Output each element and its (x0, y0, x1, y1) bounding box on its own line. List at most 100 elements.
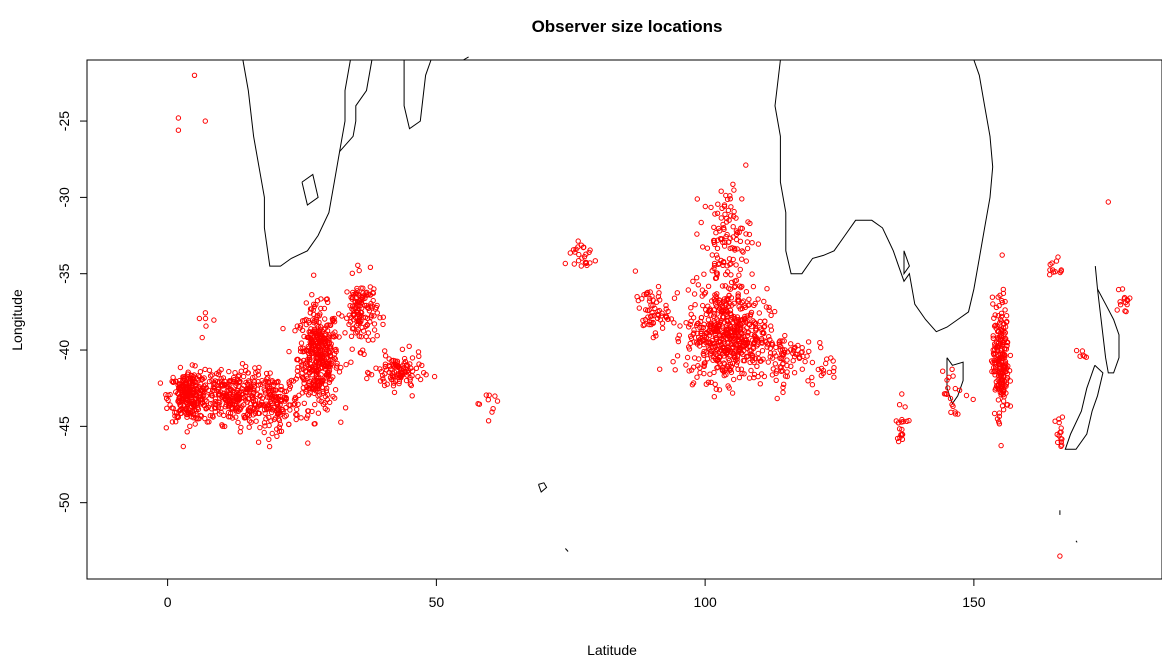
data-point (702, 203, 708, 210)
data-point (723, 271, 729, 278)
data-point (297, 323, 304, 329)
data-point (700, 302, 706, 309)
data-point (818, 365, 825, 372)
data-point (382, 363, 389, 370)
data-point (762, 323, 768, 329)
data-point (346, 321, 352, 328)
data-point (700, 351, 706, 357)
data-point (732, 315, 738, 322)
data-point (674, 353, 681, 359)
data-point (269, 430, 275, 437)
data-point (952, 411, 959, 417)
data-point (222, 383, 228, 389)
data-point (773, 353, 779, 359)
data-point (209, 372, 215, 378)
data-point (318, 324, 324, 330)
data-point (217, 399, 223, 405)
data-point (741, 358, 748, 364)
data-point (297, 325, 303, 331)
data-point (717, 228, 723, 234)
data-point (948, 409, 954, 415)
data-point (167, 391, 173, 398)
data-point (718, 257, 724, 264)
data-point (197, 397, 203, 403)
data-point (720, 221, 726, 228)
data-point (728, 261, 734, 267)
data-point (734, 353, 741, 359)
data-point (399, 346, 406, 352)
data-point (356, 306, 362, 312)
data-point (815, 366, 821, 373)
data-point (188, 394, 195, 400)
data-point (316, 342, 322, 348)
data-point (406, 343, 412, 349)
data-point (694, 196, 700, 202)
data-point (739, 334, 745, 340)
data-point (831, 365, 837, 371)
data-point (784, 349, 791, 355)
data-point (755, 241, 762, 247)
data-point (688, 318, 694, 324)
data-point (262, 423, 268, 429)
data-point (227, 386, 233, 392)
data-point (704, 356, 711, 362)
data-point (771, 350, 777, 356)
data-point (419, 362, 425, 369)
data-point (377, 315, 383, 321)
coastline (1094, 266, 1120, 374)
data-point (713, 351, 719, 357)
data-point (1007, 403, 1014, 409)
data-point (996, 334, 1003, 340)
data-point (328, 344, 334, 350)
data-point (899, 416, 905, 423)
data-point (202, 315, 209, 322)
data-point (177, 364, 184, 371)
data-point (990, 359, 996, 366)
data-point (1002, 298, 1008, 305)
data-point (993, 344, 999, 351)
data-point (970, 396, 976, 403)
data-point (349, 346, 355, 352)
data-point (728, 204, 734, 210)
data-point (393, 368, 400, 374)
coastline (339, 59, 373, 152)
y-tick-label: -50 (56, 492, 72, 512)
data-point (743, 289, 750, 295)
data-point (592, 258, 598, 264)
data-point (711, 237, 718, 244)
data-point (407, 377, 413, 383)
data-point (360, 315, 366, 321)
data-point (711, 369, 717, 376)
data-point (1004, 402, 1011, 408)
data-point (990, 335, 996, 341)
data-point (714, 245, 721, 252)
data-point (713, 346, 720, 352)
data-point (761, 298, 767, 305)
data-point (1002, 330, 1008, 336)
data-point (963, 392, 970, 399)
data-point (278, 383, 284, 390)
data-point (695, 363, 701, 369)
data-point (739, 370, 745, 377)
data-point (311, 301, 317, 307)
data-point (358, 350, 364, 356)
data-point (722, 347, 728, 354)
data-point (583, 259, 589, 266)
data-point (1004, 318, 1010, 325)
data-point (282, 414, 288, 420)
data-point (1053, 258, 1060, 264)
data-point (758, 335, 765, 342)
data-point (993, 364, 999, 370)
data-point (895, 438, 902, 445)
data-point (293, 416, 299, 423)
data-point (990, 350, 997, 357)
data-point (276, 428, 283, 434)
data-point (327, 322, 333, 328)
data-point (237, 429, 244, 435)
coastline (903, 250, 910, 276)
data-point (736, 304, 742, 310)
data-point (1073, 347, 1080, 354)
data-point (180, 443, 187, 450)
data-point (738, 350, 745, 356)
data-point (788, 341, 794, 347)
